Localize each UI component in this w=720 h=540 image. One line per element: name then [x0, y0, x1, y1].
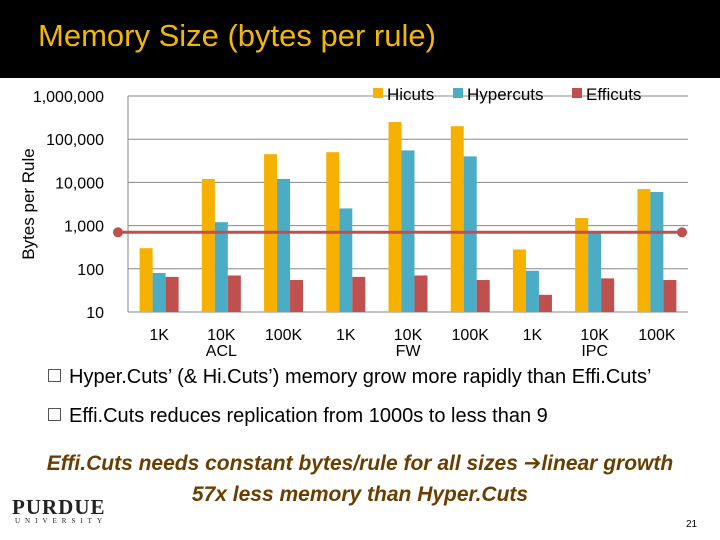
hypercuts-bar	[277, 178, 291, 312]
group-label: IPC	[581, 343, 608, 360]
hypercuts-bar	[650, 191, 664, 312]
group-label: ACL	[206, 343, 237, 360]
efficuts-bar	[538, 294, 552, 312]
x-tick-label: 100K	[265, 327, 303, 344]
hicuts-bar	[201, 178, 215, 312]
reference-line-endpoint	[113, 227, 123, 238]
title-bar: Memory Size (bytes per rule)	[0, 0, 720, 78]
efficuts-bar	[414, 275, 428, 312]
x-tick-label: 1K	[336, 327, 356, 344]
conclusion-line-1: Effi.Cuts needs constant bytes/rule for …	[0, 451, 720, 476]
hypercuts-bar	[339, 208, 353, 312]
hypercuts-bar	[214, 222, 228, 312]
bullet-item: Hyper.Cuts’ (& Hi.Cuts’) memory grow mor…	[48, 366, 651, 389]
reference-line-endpoint	[677, 227, 687, 238]
bullet-text: Effi.Cuts reduces replication from 1000s…	[69, 405, 548, 427]
hypercuts-bar	[525, 270, 539, 312]
x-tick-label: 10K	[394, 327, 423, 344]
hypercuts-bar	[588, 232, 602, 312]
efficuts-bar	[663, 280, 677, 312]
y-tick-label: 1,000	[64, 219, 104, 236]
group-label: FW	[396, 343, 422, 360]
y-tick-label: 100,000	[46, 132, 104, 149]
y-tick-label: 10	[86, 305, 104, 322]
efficuts-bar	[352, 276, 366, 312]
legend-swatch	[373, 88, 383, 98]
x-tick-label: 1K	[149, 327, 169, 344]
x-tick-label: 1K	[523, 327, 543, 344]
y-tick-label: 10,000	[55, 175, 104, 192]
hypercuts-bar	[463, 156, 477, 312]
conclusion-line-2: 57x less memory than Hyper.Cuts	[191, 483, 529, 506]
legend-swatch	[572, 88, 582, 98]
x-tick-label: 10K	[207, 327, 236, 344]
x-tick-label: 10K	[580, 327, 609, 344]
efficuts-bar	[227, 275, 241, 312]
x-tick-label: 100K	[452, 327, 490, 344]
hicuts-bar	[575, 217, 589, 312]
hicuts-bar	[637, 189, 651, 312]
efficuts-bar	[601, 278, 615, 312]
efficuts-bar	[165, 276, 179, 312]
checkbox-icon	[48, 369, 61, 383]
legend-label: Hypercuts	[467, 85, 544, 104]
checkbox-icon	[48, 408, 61, 422]
hicuts-bar	[388, 122, 402, 312]
logo-sub-text: UNIVERSITY	[15, 517, 107, 525]
hicuts-bar	[139, 248, 153, 312]
right-arrow-icon: ➔	[523, 452, 542, 475]
hicuts-bar	[512, 249, 526, 312]
hicuts-bar	[450, 126, 464, 313]
efficuts-bar	[290, 280, 304, 312]
y-axis-label: Bytes per Rule	[19, 148, 38, 260]
efficuts-bar	[476, 280, 490, 312]
purdue-logo: PURDUE UNIVERSITY	[12, 497, 107, 526]
legend-swatch	[453, 88, 463, 98]
bullet-item: Effi.Cuts reduces replication from 1000s…	[48, 405, 548, 428]
memory-size-chart: 10 100 1,000 10,000 100,000 1,000,000 Bytes pe…	[19, 85, 688, 360]
legend-label: Hicuts	[387, 85, 434, 104]
bullet-text: Hyper.Cuts’ (& Hi.Cuts’) memory grow mor…	[69, 366, 652, 388]
legend-label: Efficuts	[586, 85, 641, 104]
note-text: linear growth	[541, 452, 674, 475]
y-tick-label: 100	[77, 262, 104, 279]
page-number: 21	[686, 519, 698, 530]
logo-main-text: PURDUE	[12, 495, 106, 519]
note-text: Effi.Cuts needs constant bytes/rule for …	[46, 452, 524, 475]
hypercuts-bar	[152, 272, 166, 312]
slide-title: Memory Size (bytes per rule)	[38, 18, 436, 53]
x-tick-label: 100K	[638, 327, 676, 344]
y-tick-label: 1,000,000	[33, 89, 104, 106]
